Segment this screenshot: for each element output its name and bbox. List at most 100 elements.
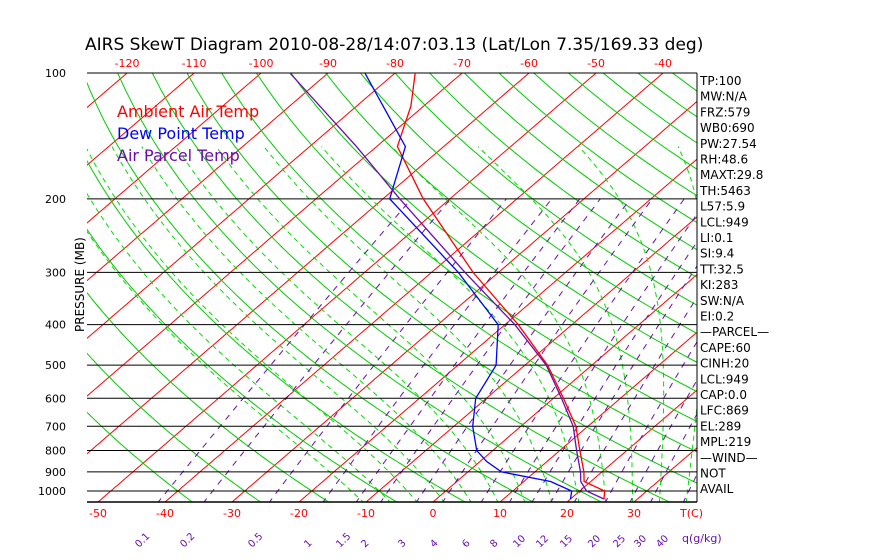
legend-entry: Air Parcel Temp [117, 146, 240, 165]
index-value: AVAIL [700, 482, 734, 496]
dry-adiabat-line [742, 73, 870, 503]
top-temp-tick: -120 [115, 57, 140, 70]
isotherm-line [633, 447, 697, 502]
top-temp-tick: -60 [520, 57, 538, 70]
mixing-ratio-tick: 1.5 [334, 531, 353, 550]
index-value: TT:32.5 [699, 262, 744, 276]
index-value: —PARCEL— [700, 325, 769, 339]
dry-adiabat-line [151, 73, 671, 502]
dry-adiabat-line [221, 73, 697, 453]
dry-adiabat-line [846, 73, 870, 503]
mixing-ratio-line [380, 198, 601, 502]
mixing-ratio-line [480, 198, 685, 502]
index-value: L57:5.9 [700, 200, 745, 214]
index-value: EI:0.2 [700, 310, 734, 324]
dry-adiabat-line [498, 73, 697, 224]
mixing-ratio-line [157, 198, 412, 502]
dry-adiabat-line [394, 73, 697, 306]
isotherm-line [87, 73, 128, 109]
pressure-tick-label: 1000 [38, 485, 66, 498]
mixing-ratio-line [682, 473, 697, 502]
index-value: LI:0.1 [700, 231, 733, 245]
pressure-tick-label: 400 [45, 319, 66, 332]
mixing-ratio-tick: 8 [488, 538, 500, 550]
isotherm-line [231, 100, 697, 502]
moist-adiabat-line [263, 146, 553, 502]
mixing-ratio-tick: 25 [611, 533, 628, 550]
isotherm-line [87, 73, 329, 282]
dry-adiabat-line [290, 73, 697, 393]
legend-entry: Ambient Air Temp [117, 102, 259, 121]
mixing-ratio-tick: 3 [396, 538, 408, 550]
dry-adiabat-line [87, 411, 194, 502]
moist-adiabat-line [391, 146, 607, 502]
mixing-ratio-tick: 1 [302, 538, 314, 550]
mixing-ratio-tick: 40 [654, 533, 671, 550]
mixing-ratio-tick: 2 [359, 538, 371, 550]
bottom-temp-tick: 20 [560, 507, 574, 520]
index-value: PW:27.54 [700, 137, 757, 151]
index-value: KI:283 [700, 278, 738, 292]
pressure-tick-label: 900 [45, 466, 66, 479]
isotherm-line [365, 216, 697, 502]
dry-adiabat-line [255, 73, 697, 423]
bottom-temp-tick: -40 [156, 507, 174, 520]
mixing-ratio-tick: 6 [460, 538, 472, 550]
mixing-ratio-line [355, 198, 581, 502]
moist-adiabat-line [87, 230, 364, 502]
profile-ambient-air-temp [396, 73, 606, 500]
mixing-ratio-tick: 30 [632, 533, 649, 550]
mixing-ratio-tick: 4 [428, 538, 440, 550]
dry-adiabat-line [811, 73, 870, 503]
mixing-ratio-tick: 0.5 [246, 531, 265, 550]
index-value: MPL:219 [700, 435, 751, 449]
dry-adiabat-line [87, 228, 398, 502]
mixing-ratio-tick: 20 [586, 533, 603, 550]
top-temp-tick: -40 [654, 57, 672, 70]
mixing-ratio-line [550, 265, 697, 502]
index-value: LCL:949 [700, 215, 749, 229]
bottom-temp-tick: -30 [223, 507, 241, 520]
isotherm-line [87, 73, 396, 339]
dry-adiabat-line [117, 73, 603, 502]
profile-air-parcel-temp [289, 73, 605, 500]
index-value: TH:5463 [699, 184, 751, 198]
profiles [289, 73, 606, 500]
top-temp-tick: -100 [249, 57, 274, 70]
dry-adiabat-line [87, 291, 330, 502]
dry-adiabat-line [777, 73, 870, 503]
moist-adiabat-line [87, 148, 418, 502]
moist-adiabat-line [677, 146, 697, 502]
bottom-temp-tick: -10 [357, 507, 375, 520]
pressure-tick-label: 200 [45, 193, 66, 206]
bottom-temp-tick: 0 [430, 507, 437, 520]
index-value: NOT [700, 467, 726, 481]
index-value: CINH:20 [700, 357, 749, 371]
profile-dew-point-temp [364, 73, 573, 500]
mixing-ratio-line [268, 198, 507, 502]
index-value: CAPE:60 [700, 341, 751, 355]
index-value: FRZ:579 [700, 105, 750, 119]
dry-adiabat-line [87, 81, 535, 502]
x-axis-label: T(C) [679, 507, 703, 520]
mixing-ratio-line [531, 240, 697, 502]
mixing-ratio-line [604, 340, 697, 502]
grid-lines [87, 73, 870, 503]
index-value: CAP:0.0 [700, 388, 747, 402]
dry-adiabat-line [325, 73, 697, 363]
index-value: MW:N/A [700, 90, 748, 104]
index-value: MAXT:29.8 [700, 168, 763, 182]
bottom-temp-tick: 10 [493, 507, 507, 520]
pressure-tick-label: 700 [45, 420, 66, 433]
moist-adiabat-line [87, 192, 391, 502]
moist-adiabat-line [477, 146, 633, 502]
index-value: WB0:690 [700, 121, 755, 135]
bottom-temp-tick: -20 [290, 507, 308, 520]
mixing-ratio-line [442, 198, 653, 502]
dry-adiabat-line [87, 352, 262, 502]
pressure-tick-label: 300 [45, 266, 66, 279]
dry-adiabat-line [360, 73, 697, 335]
